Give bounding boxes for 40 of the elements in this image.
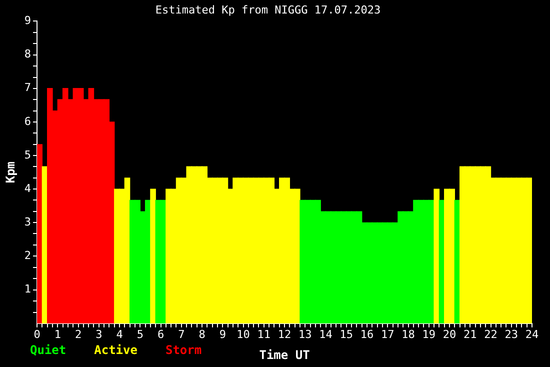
x-tick-label: 14: [319, 328, 333, 341]
x-tick-label: 15: [340, 328, 354, 341]
chart-title: Estimated Kp from NIGGG 17.07.2023: [155, 3, 381, 16]
y-tick-label: 2: [24, 249, 32, 262]
x-tick-label: 7: [178, 328, 185, 341]
x-tick-label: 9: [219, 328, 226, 341]
x-tick-label: 16: [360, 328, 374, 341]
x-tick-label: 11: [257, 328, 271, 341]
x-tick-label: 23: [504, 328, 518, 341]
x-tick-label: 5: [136, 328, 144, 341]
x-tick-label: 19: [422, 328, 436, 341]
y-tick-label: 6: [24, 114, 32, 128]
x-tick-label: 17: [381, 328, 394, 341]
text: Active: [94, 343, 138, 357]
x-tick-label: 1: [54, 328, 61, 341]
y-tick-label: 8: [24, 48, 32, 61]
text: Storm: [165, 343, 202, 357]
x-tick-label: 2: [74, 328, 82, 341]
x-tick-label: 0: [34, 328, 40, 341]
y-tick-label: 3: [24, 216, 32, 229]
x-tick-label: 8: [198, 328, 206, 341]
x-tick-label: 21: [464, 328, 477, 341]
y-tick-label: 4: [24, 182, 32, 195]
x-tick-label: 13: [298, 328, 312, 341]
x-tick-label: 3: [96, 328, 102, 341]
x-axis-title: Time UT: [259, 348, 310, 362]
x-tick-label: 24: [525, 328, 539, 341]
y-axis-title: Kpm: [3, 161, 18, 184]
text: Quiet: [30, 343, 66, 357]
x-tick-label: 18: [402, 328, 415, 341]
y-tick-label: 5: [24, 148, 32, 162]
x-tick-label: 4: [116, 328, 124, 341]
y-tick-label: 7: [24, 81, 32, 94]
x-tick-label: 12: [278, 328, 292, 341]
y-tick-label: 1: [24, 282, 32, 296]
x-tick-label: 22: [484, 328, 498, 341]
x-tick-label: 20: [442, 328, 456, 341]
y-tick-label: 9: [24, 14, 32, 28]
x-tick-label: 10: [236, 328, 250, 341]
x-tick-label: 6: [157, 328, 164, 341]
